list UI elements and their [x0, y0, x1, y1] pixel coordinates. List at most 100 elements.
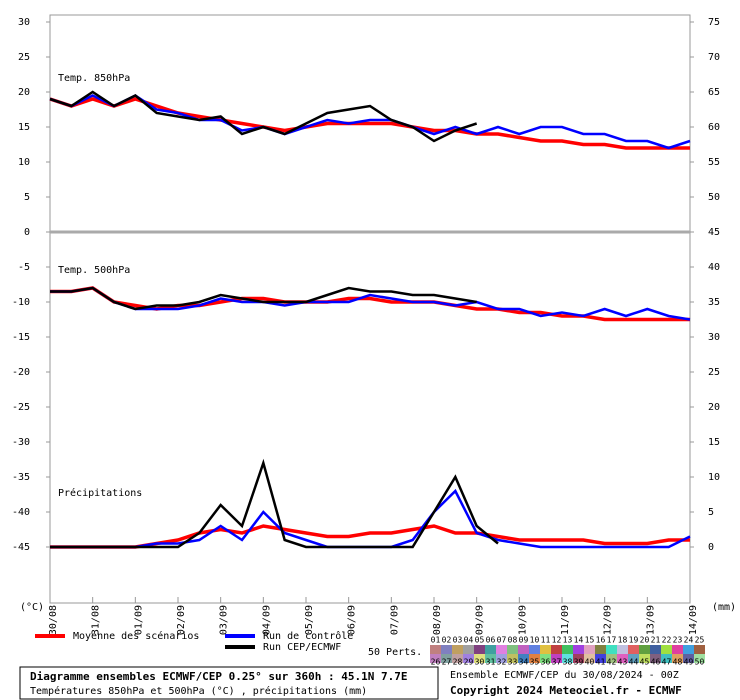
legend-label: Run CEP/ECMWF — [263, 642, 341, 653]
perturbation-swatch — [507, 654, 518, 663]
perturbation-swatch — [661, 645, 672, 654]
perturbation-swatch — [562, 654, 573, 663]
y2-tick-label: 45 — [708, 227, 720, 238]
perturbation-swatch — [430, 654, 441, 663]
y-tick-label: 25 — [18, 52, 30, 63]
legend-label: Run de contrôle — [263, 630, 353, 642]
perturbation-label: 05 — [475, 636, 485, 645]
y2-tick-label: 60 — [708, 122, 720, 133]
perturbation-swatch — [518, 645, 529, 654]
perturbation-label: 22 — [662, 636, 672, 645]
perturbation-label: 20 — [640, 636, 650, 645]
perturbation-swatch — [672, 654, 683, 663]
y-tick-label: 20 — [18, 87, 30, 98]
footer-box — [19, 666, 439, 700]
perturbation-swatch — [628, 654, 639, 663]
y2-tick-label: 5 — [708, 507, 714, 518]
perturbation-label: 14 — [574, 636, 584, 645]
y-tick-label: 30 — [18, 17, 30, 28]
x-tick-label: 09/09 — [475, 605, 486, 635]
panel-label: Temp. 850hPa — [58, 73, 130, 84]
perturbation-swatch — [474, 645, 485, 654]
y-tick-label: -40 — [12, 507, 30, 518]
perturbation-label: 29 — [464, 658, 474, 667]
x-tick-label: 08/09 — [432, 605, 443, 635]
perturbation-label: 04 — [464, 636, 474, 645]
x-tick-label: 10/09 — [517, 605, 528, 635]
perturbation-label: 46 — [651, 658, 661, 667]
perturbation-swatch — [540, 654, 551, 663]
perturbation-label: 24 — [684, 636, 694, 645]
perturbation-label: 08 — [508, 636, 518, 645]
perturbation-swatch — [474, 654, 485, 663]
perturbation-label: 50 — [695, 658, 705, 667]
perturbation-swatch — [430, 645, 441, 654]
perturbation-swatch — [463, 654, 474, 663]
footer-title: Diagramme ensembles ECMWF/CEP 0.25° sur … — [30, 670, 408, 683]
perturbation-label: 25 — [695, 636, 705, 645]
perturbation-label: 39 — [574, 658, 584, 667]
perturbation-label: 48 — [673, 658, 683, 667]
perturbation-swatch — [694, 654, 705, 663]
perturbation-label: 19 — [629, 636, 639, 645]
perturbation-label: 12 — [552, 636, 562, 645]
perturbation-label: 38 — [563, 658, 573, 667]
perturbation-label: 41 — [596, 658, 606, 667]
perturbation-label: 36 — [541, 658, 551, 667]
y-tick-label: 15 — [18, 122, 30, 133]
perturbation-swatch — [606, 645, 617, 654]
perturbation-swatch — [485, 645, 496, 654]
x-tick-label: 03/09 — [219, 605, 230, 635]
perturbation-label: 47 — [662, 658, 672, 667]
y-tick-label: -10 — [12, 297, 30, 308]
perturbation-swatch — [639, 654, 650, 663]
perturbation-swatch — [672, 645, 683, 654]
footer-run: Ensemble ECMWF/CEP du 30/08/2024 - 00Z — [450, 670, 679, 681]
y2-tick-label: 30 — [708, 332, 720, 343]
y-tick-label: 0 — [24, 227, 30, 238]
perturbation-label: 17 — [607, 636, 617, 645]
y-tick-label: -30 — [12, 437, 30, 448]
perturbation-swatch — [485, 654, 496, 663]
perturbation-label: 49 — [684, 658, 694, 667]
y2-axis-label: (mm) — [712, 602, 736, 613]
x-tick-label: 13/09 — [645, 605, 656, 635]
x-tick-label: 31/08 — [91, 605, 102, 635]
y2-tick-label: 50 — [708, 192, 720, 203]
perturbation-label: 06 — [486, 636, 496, 645]
perturbation-swatch — [639, 645, 650, 654]
perturbation-swatch — [617, 654, 628, 663]
perturbation-swatch — [540, 645, 551, 654]
panel-label: Précipitations — [58, 487, 142, 499]
y2-tick-label: 70 — [708, 52, 720, 63]
perturbation-swatch — [496, 654, 507, 663]
y2-tick-label: 40 — [708, 262, 720, 273]
y-axis-label: (°C) — [20, 602, 44, 613]
perturbation-label: 37 — [552, 658, 562, 667]
perturbations-label: 50 Perts. — [368, 647, 422, 658]
perturbation-label: 01 — [431, 636, 441, 645]
legend-label: Moyenne des scénarios — [73, 630, 199, 642]
perturbation-label: 31 — [486, 658, 496, 667]
y-tick-label: -5 — [18, 262, 30, 273]
perturbation-swatch — [551, 645, 562, 654]
perturbation-swatch — [584, 654, 595, 663]
perturbation-label: 45 — [640, 658, 650, 667]
x-tick-label: 02/09 — [176, 605, 187, 635]
y2-tick-label: 25 — [708, 367, 720, 378]
perturbation-label: 21 — [651, 636, 661, 645]
perturbation-label: 30 — [475, 658, 485, 667]
perturbation-swatch — [463, 645, 474, 654]
perturbation-label: 07 — [497, 636, 507, 645]
perturbation-swatch — [595, 654, 606, 663]
y2-tick-label: 65 — [708, 87, 720, 98]
perturbation-label: 16 — [596, 636, 606, 645]
footer-copyright: Copyright 2024 Meteociel.fr - ECMWF — [450, 684, 682, 697]
y2-tick-label: 75 — [708, 17, 720, 28]
perturbation-label: 43 — [618, 658, 628, 667]
perturbation-swatch — [452, 645, 463, 654]
perturbation-swatch — [441, 654, 452, 663]
perturbation-label: 03 — [453, 636, 463, 645]
series-line — [49, 94, 691, 150]
perturbation-swatch — [661, 654, 672, 663]
